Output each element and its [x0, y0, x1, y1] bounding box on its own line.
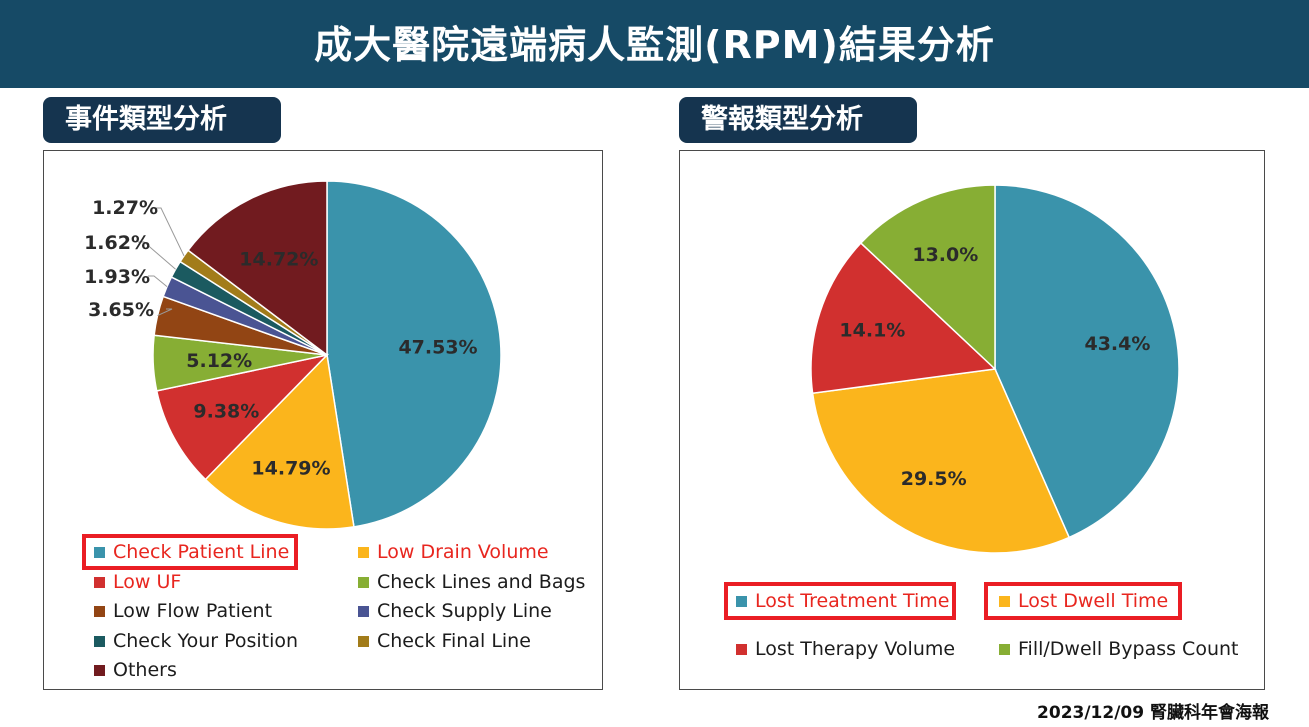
legend-label: Check Supply Line	[377, 600, 552, 622]
legend-label: Low UF	[113, 571, 182, 593]
legend-item-low-flow-patient: Low Flow Patient	[94, 598, 272, 624]
pie-slice-check-patient-line	[326, 180, 502, 528]
data-label-check-lines-and-bags: 5.12%	[186, 350, 252, 372]
pie-slice-fill-dwell-bypass-count	[859, 184, 996, 371]
highlight-box-lost-treatment-time	[724, 582, 956, 620]
event-types-pie-chart: 47.53% 14.79% 9.38% 5.12% 3.65% 1.93% 1.62% 1.2…	[84, 180, 502, 530]
legend-swatch	[94, 664, 105, 676]
legend-label: Low Flow Patient	[113, 600, 273, 622]
leader-line-check-your-position	[138, 241, 176, 270]
data-label-check-your-position: 1.62%	[84, 232, 150, 254]
pie-slice-low-uf	[155, 353, 330, 481]
data-label-check-supply-line: 1.93%	[84, 266, 150, 288]
data-label-check-final-line: 1.27%	[92, 197, 158, 219]
legend-swatch	[999, 643, 1010, 655]
legend-label: Lost Dwell Time	[1018, 590, 1169, 612]
legend-label: Check Lines and Bags	[377, 571, 586, 593]
legend-label: Check Your Position	[113, 630, 299, 652]
leader-line-check-supply-line	[148, 275, 168, 288]
legend-item-lost-treatment-time: Lost Treatment Time	[736, 588, 949, 614]
pie-slice-low-drain-volume	[204, 353, 355, 530]
pie-slice-others	[187, 180, 328, 357]
legend-label: Fill/Dwell Bypass Count	[1018, 638, 1239, 660]
legend-label: Check Patient Line	[113, 541, 290, 563]
legend-swatch	[999, 595, 1010, 607]
legend-label: Others	[113, 659, 177, 681]
data-label-lost-dwell-time: 29.5%	[901, 468, 967, 490]
legend-swatch	[94, 635, 105, 647]
legend-item-lost-therapy-volume: Lost Therapy Volume	[736, 636, 955, 662]
legend-item-lost-dwell-time: Lost Dwell Time	[999, 588, 1168, 614]
legend-item-others: Others	[94, 657, 177, 683]
data-label-others: 14.72%	[239, 248, 318, 270]
legend-swatch	[358, 635, 369, 647]
alarm-types-pie-chart: 43.4% 29.5% 14.1% 13.0%	[810, 184, 1180, 554]
legend-label: Check Final Line	[377, 630, 531, 652]
highlight-box-check-patient-line	[82, 534, 298, 570]
data-label-lost-therapy-volume: 14.1%	[839, 320, 905, 342]
leader-line-check-final-line	[155, 207, 185, 257]
leader-line-low-flow-patient	[157, 308, 173, 317]
pie-slice-lost-treatment-time	[994, 184, 1180, 539]
legend-swatch	[736, 595, 747, 607]
legend-label: Low Drain Volume	[377, 541, 549, 563]
page-title: 成大醫院遠端病人監測(RPM)結果分析	[314, 23, 995, 67]
legend-item-check-patient-line: Check Patient Line	[94, 539, 289, 565]
data-label-low-drain-volume: 14.79%	[251, 458, 330, 480]
alarm-types-legend: Lost Treatment Time Lost Dwell Time Lost T…	[680, 151, 1264, 689]
section-tab-alarm-types: 警報類型分析	[679, 97, 917, 143]
legend-item-check-lines-and-bags: Check Lines and Bags	[358, 569, 585, 595]
data-label-fill-dwell-bypass-count: 13.0%	[912, 244, 978, 266]
footer-note: 2023/12/09 腎臟科年會海報	[1037, 703, 1269, 723]
legend-item-check-your-position: Check Your Position	[94, 628, 298, 654]
legend-item-check-final-line: Check Final Line	[358, 628, 531, 654]
legend-swatch	[94, 576, 105, 588]
legend-swatch	[94, 546, 105, 558]
legend-item-check-supply-line: Check Supply Line	[358, 598, 552, 624]
legend-swatch	[94, 605, 105, 617]
highlight-box-lost-dwell-time	[984, 582, 1182, 620]
legend-swatch	[358, 546, 369, 558]
legend-item-low-uf: Low UF	[94, 569, 181, 595]
legend-swatch	[358, 576, 369, 588]
legend-swatch	[358, 605, 369, 617]
pie-slice-lost-dwell-time	[811, 368, 1071, 554]
data-label-low-uf: 9.38%	[193, 400, 259, 422]
data-label-check-patient-line: 47.53%	[398, 336, 477, 358]
pie-slice-lost-therapy-volume	[810, 241, 997, 395]
header-bar: 成大醫院遠端病人監測(RPM)結果分析	[0, 0, 1309, 88]
legend-item-fill-dwell-bypass-count: Fill/Dwell Bypass Count	[999, 636, 1239, 662]
event-types-legend: Check Patient Line Low Drain Volume Low UF…	[44, 151, 602, 689]
legend-swatch	[736, 643, 747, 655]
legend-label: Lost Therapy Volume	[755, 638, 956, 660]
data-label-lost-treatment-time: 43.4%	[1084, 333, 1150, 355]
section-tab-event-types: 事件類型分析	[43, 97, 281, 143]
legend-label: Lost Treatment Time	[755, 590, 950, 612]
alarm-types-panel: 43.4% 29.5% 14.1% 13.0% Lost Treatment Time…	[679, 150, 1265, 690]
event-types-panel: 47.53% 14.79% 9.38% 5.12% 3.65% 1.93% 1.62% 1.2…	[43, 150, 603, 690]
data-label-low-flow-patient: 3.65%	[88, 299, 154, 321]
legend-item-low-drain-volume: Low Drain Volume	[358, 539, 549, 565]
